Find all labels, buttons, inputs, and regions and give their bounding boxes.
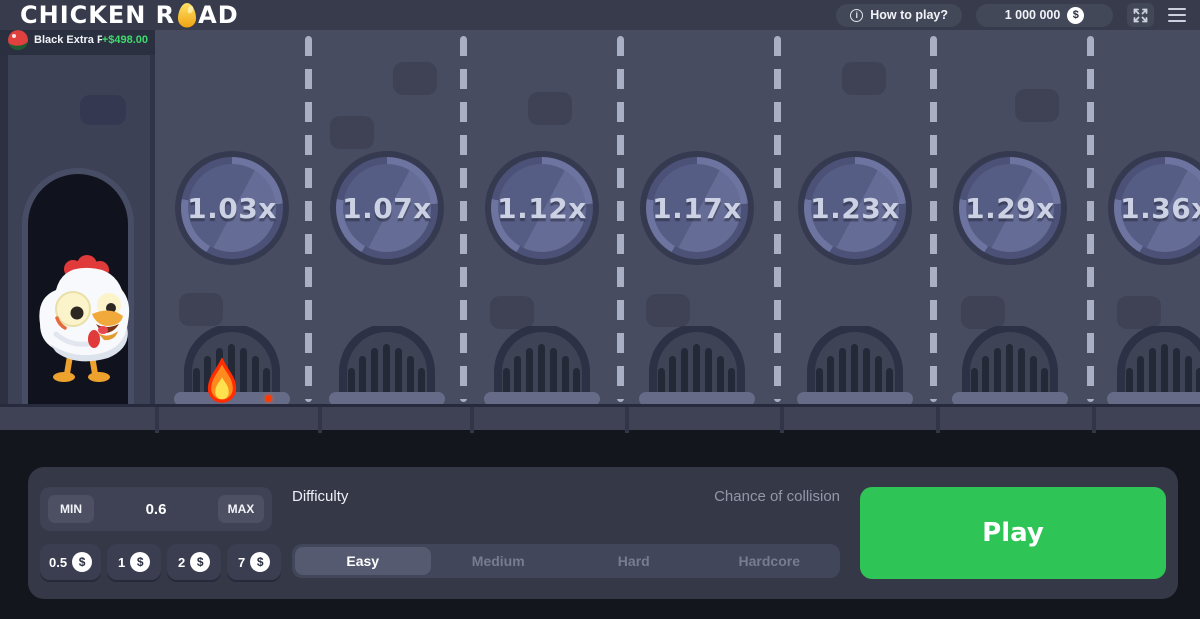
live-win-list-item[interactable]: Black Extra Fl... +$498.00 [0,25,155,55]
sewer-grate [795,326,915,406]
sewer-grate [950,326,1070,406]
road-patch [179,293,223,326]
quick-bet-row: 0.5 $ 1 $ 2 $ 7 $ [40,544,282,580]
road-patch [646,294,690,327]
tab-hardcore[interactable]: Hardcore [702,547,838,575]
difficulty-label: Difficulty [292,488,349,505]
how-to-play-label: How to play? [870,8,948,22]
quick-bet-value: 2 [177,554,186,570]
logo-text-left: CHICKEN R [20,1,176,29]
multiplier-circle: 1.23x [798,151,912,265]
top-bar: CHICKEN R AD i How to play? 1 000 000 $ [0,0,1200,30]
ember-dot [265,395,272,402]
quick-bet-value: 1 [117,554,126,570]
how-to-play-button[interactable]: i How to play? [836,3,962,27]
quick-bet-value: 7 [237,554,246,570]
fullscreen-button[interactable] [1127,3,1154,27]
lane-divider [460,36,467,402]
multiplier-value: 1.03x [187,191,277,225]
multiplier-value: 1.17x [652,191,742,225]
lane-divider [930,36,937,402]
bet-amount-box: MIN 0.6 MAX [40,487,272,531]
player-avatar [8,30,28,50]
road-patch [842,62,886,95]
sidewalk [0,404,1200,433]
tab-hard[interactable]: Hard [566,547,702,575]
road-patch [1117,296,1161,329]
multiplier-circle: 1.29x [953,151,1067,265]
multiplier-value: 1.29x [965,191,1055,225]
difficulty-tabs: Easy Medium Hard Hardcore [292,544,840,578]
tab-easy[interactable]: Easy [295,547,431,575]
multiplier-value: 1.23x [810,191,900,225]
max-bet-button[interactable]: MAX [217,495,264,523]
logo: CHICKEN R AD [20,1,239,29]
multiplier-value: 1.36x [1120,191,1200,225]
multiplier-circle: 1.17x [640,151,754,265]
coin-icon: $ [72,552,93,572]
logo-text-right: AD [198,1,239,29]
road-patch [490,296,534,329]
quick-bet-button[interactable]: 7 $ [227,544,282,580]
coin-icon: $ [1067,6,1085,24]
lane-divider [1087,36,1094,402]
fire-icon [207,358,237,403]
chance-of-collision-label: Chance of collision [714,488,840,505]
wall-edge [0,30,8,404]
quick-bet-button[interactable]: 2 $ [167,544,222,580]
lane-divider [774,36,781,402]
sewer-grate [482,326,602,406]
info-icon: i [850,8,864,22]
wall-edge [150,30,155,404]
coin-icon: $ [190,552,211,572]
quick-bet-button[interactable]: 0.5 $ [40,544,102,580]
lane-divider [305,36,312,402]
tab-medium[interactable]: Medium [431,547,567,575]
chicken-character [39,255,130,382]
multiplier-circle: 1.03x [175,151,289,265]
balance-display[interactable]: 1 000 000 $ [976,3,1113,27]
lane-divider [617,36,624,402]
multiplier-circle: 1.12x [485,151,599,265]
sewer-grate [1105,326,1200,406]
play-button[interactable]: Play [860,487,1166,579]
golden-egg-icon [178,3,197,28]
road-patch [393,62,437,95]
wall-patch [80,95,126,125]
min-bet-button[interactable]: MIN [48,495,94,523]
multiplier-circle: 1.36x [1108,151,1200,265]
multiplier-value: 1.07x [342,191,432,225]
multiplier-circle: 1.07x [330,151,444,265]
road-patch [330,116,374,149]
sewer-grate [637,326,757,406]
road-patch [528,92,572,125]
quick-bet-value: 0.5 [49,554,68,570]
menu-button[interactable] [1168,7,1186,23]
hamburger-icon [1168,7,1186,11]
sewer-grate [327,326,447,406]
bet-input[interactable]: 0.6 [145,500,167,518]
coin-icon: $ [250,552,271,572]
coin-icon: $ [130,552,151,572]
quick-bet-button[interactable]: 1 $ [107,544,162,580]
multiplier-value: 1.12x [497,191,587,225]
fullscreen-icon [1133,8,1148,22]
road-patch [1015,89,1059,122]
player-name: Black Extra Fl... [34,34,102,46]
control-panel: MIN 0.6 MAX 0.5 $ 1 $ 2 $ 7 $ Difficulty… [28,467,1178,599]
win-amount: +$498.00 [101,34,148,46]
balance-value: 1 000 000 [1004,8,1061,22]
road-patch [961,296,1005,329]
